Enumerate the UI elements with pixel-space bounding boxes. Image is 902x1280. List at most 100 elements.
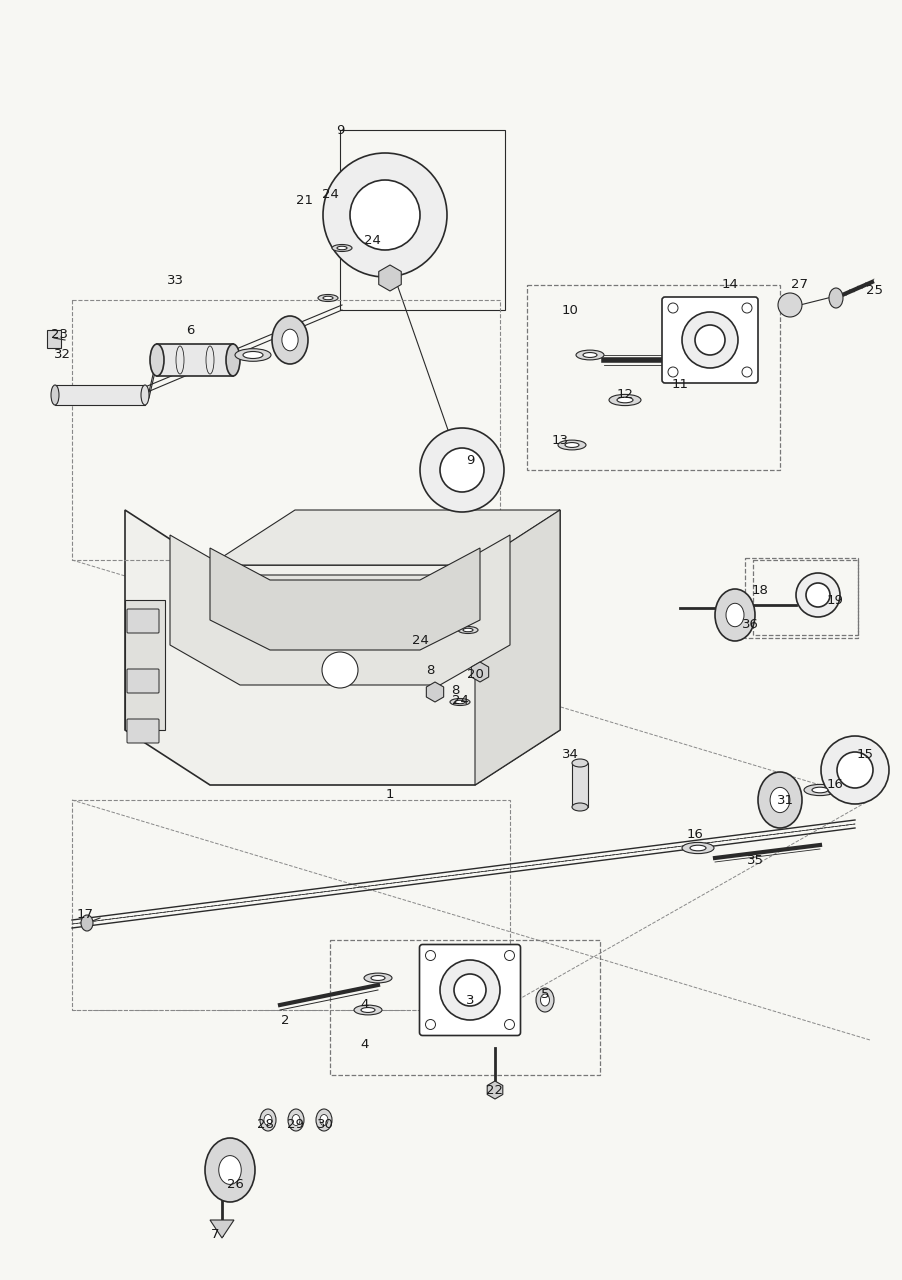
Ellipse shape [260, 1108, 276, 1132]
Ellipse shape [757, 772, 801, 828]
Ellipse shape [769, 787, 789, 813]
Polygon shape [210, 548, 480, 650]
Circle shape [741, 367, 751, 378]
Circle shape [820, 736, 888, 804]
Ellipse shape [150, 344, 164, 376]
Text: 20: 20 [466, 668, 483, 681]
Circle shape [504, 1019, 514, 1029]
Ellipse shape [291, 1115, 299, 1125]
Ellipse shape [336, 246, 346, 250]
Text: 26: 26 [226, 1179, 244, 1192]
Text: 10: 10 [561, 303, 578, 316]
Ellipse shape [205, 1138, 254, 1202]
Polygon shape [471, 662, 488, 682]
Ellipse shape [616, 397, 632, 403]
Text: 27: 27 [791, 279, 807, 292]
Text: 36: 36 [741, 618, 758, 631]
Circle shape [439, 960, 500, 1020]
Ellipse shape [575, 351, 603, 360]
FancyBboxPatch shape [419, 945, 520, 1036]
FancyBboxPatch shape [127, 719, 159, 742]
Ellipse shape [318, 294, 337, 302]
Ellipse shape [235, 348, 271, 361]
Ellipse shape [714, 589, 754, 641]
Text: 24: 24 [411, 634, 428, 646]
Ellipse shape [828, 288, 842, 308]
Text: 28: 28 [256, 1119, 273, 1132]
Text: 1: 1 [385, 788, 394, 801]
Ellipse shape [565, 443, 578, 448]
Ellipse shape [288, 1108, 304, 1132]
Text: 13: 13 [551, 434, 568, 447]
Ellipse shape [364, 973, 391, 983]
Polygon shape [170, 535, 510, 685]
Ellipse shape [540, 995, 549, 1006]
Text: 11: 11 [671, 379, 687, 392]
Polygon shape [124, 509, 559, 785]
Circle shape [805, 582, 829, 607]
Text: 17: 17 [77, 909, 94, 922]
Ellipse shape [681, 842, 713, 854]
Text: 4: 4 [361, 1038, 369, 1051]
Ellipse shape [689, 845, 705, 851]
Ellipse shape [811, 787, 827, 792]
Bar [527, 285, 779, 470]
Ellipse shape [319, 1115, 327, 1125]
Text: 7: 7 [210, 1229, 219, 1242]
Ellipse shape [243, 352, 262, 358]
Ellipse shape [361, 1007, 374, 1012]
Text: 16: 16 [686, 828, 703, 841]
Circle shape [836, 751, 872, 788]
Circle shape [322, 652, 357, 689]
Ellipse shape [323, 296, 333, 300]
Circle shape [667, 367, 677, 378]
Bar [47, 330, 61, 348]
FancyBboxPatch shape [127, 669, 159, 692]
Text: 35: 35 [746, 854, 763, 867]
Text: 3: 3 [465, 993, 474, 1006]
Circle shape [425, 951, 435, 960]
Circle shape [796, 573, 839, 617]
Text: 24: 24 [321, 188, 338, 201]
Bar [571, 763, 587, 806]
Ellipse shape [226, 344, 240, 376]
Bar [752, 561, 857, 635]
Text: 29: 29 [286, 1119, 303, 1132]
Text: 31: 31 [776, 794, 793, 806]
Circle shape [350, 180, 419, 250]
Ellipse shape [81, 915, 93, 931]
FancyBboxPatch shape [661, 297, 757, 383]
Ellipse shape [141, 385, 149, 404]
Bar [329, 940, 599, 1075]
Circle shape [504, 951, 514, 960]
Text: 4: 4 [361, 998, 369, 1011]
Ellipse shape [316, 1108, 332, 1132]
Text: 5: 5 [540, 988, 548, 1001]
Polygon shape [474, 509, 559, 785]
Text: 21: 21 [296, 193, 313, 206]
Ellipse shape [354, 1005, 382, 1015]
Text: 34: 34 [561, 749, 578, 762]
Ellipse shape [725, 603, 743, 627]
FancyBboxPatch shape [127, 609, 159, 634]
Bar [55, 385, 145, 404]
Text: 24: 24 [451, 694, 468, 707]
Text: 18: 18 [750, 584, 768, 596]
Ellipse shape [455, 700, 465, 704]
Ellipse shape [371, 975, 384, 980]
Circle shape [419, 428, 503, 512]
Text: 19: 19 [825, 594, 842, 607]
Ellipse shape [583, 352, 596, 357]
Ellipse shape [803, 785, 835, 796]
Ellipse shape [463, 628, 473, 632]
Polygon shape [124, 600, 165, 730]
Text: 32: 32 [53, 348, 70, 361]
Circle shape [778, 293, 801, 317]
Circle shape [667, 303, 677, 314]
Ellipse shape [608, 394, 640, 406]
Ellipse shape [457, 626, 477, 634]
Text: 33: 33 [166, 274, 183, 287]
Text: 8: 8 [450, 684, 459, 696]
Ellipse shape [571, 803, 587, 812]
Text: 24: 24 [364, 233, 380, 247]
